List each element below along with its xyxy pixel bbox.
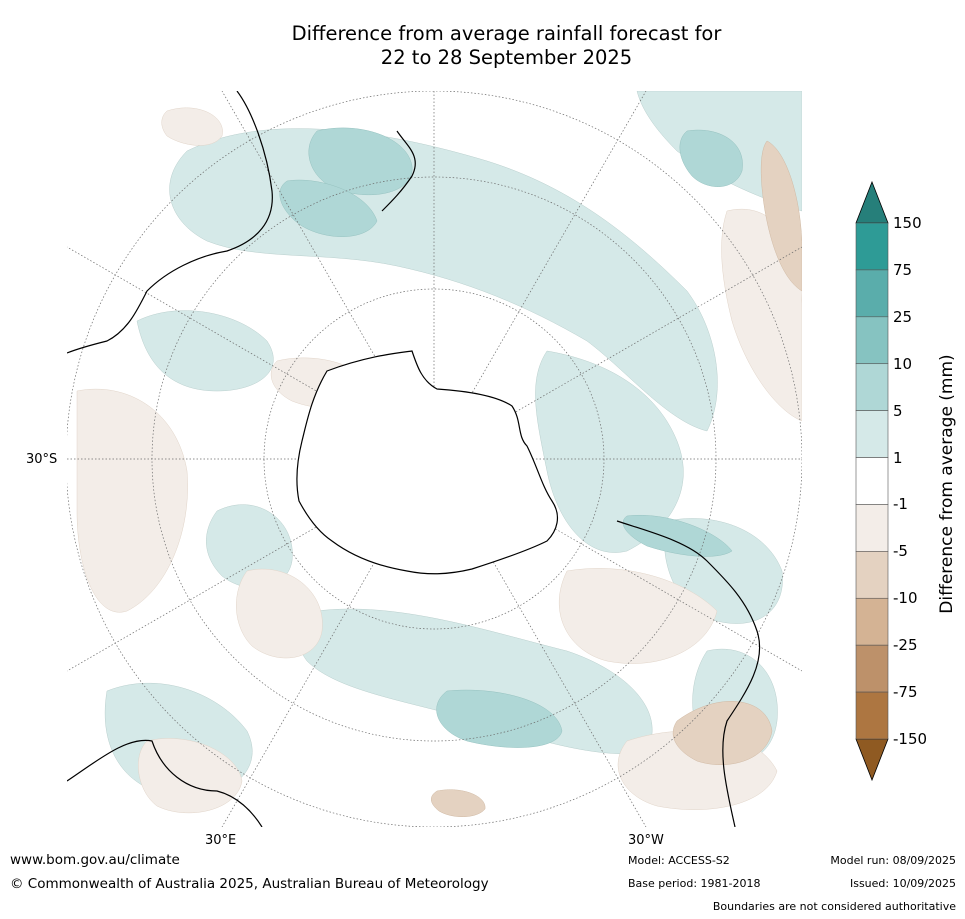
colorbar-bin [855, 457, 889, 505]
colorbar-tick-label: 75 [893, 260, 913, 279]
latitude-label: 30°S [26, 452, 58, 467]
colorbar-bin [855, 597, 889, 646]
copyright-text: © Commonwealth of Australia 2025, Austra… [10, 876, 489, 892]
colorbar-bin [855, 269, 889, 318]
colorbar-tick-label: -1 [893, 495, 908, 514]
map-title: Difference from average rainfall forecas… [0, 22, 965, 70]
colorbar-under-triangle [855, 738, 889, 782]
dry-anomaly-areas [76, 107, 802, 814]
south-america-coastline [616, 520, 761, 827]
colorbar-bin [855, 410, 889, 458]
colorbar-tick-label: 10 [893, 354, 913, 373]
colorbar-tick-label: -5 [893, 542, 908, 561]
colorbar-tick-label: -10 [893, 589, 918, 608]
colorbar-tick-label: -25 [893, 636, 918, 655]
colorbar-bin [855, 222, 889, 271]
website-link[interactable]: www.bom.gov.au/climate [10, 852, 180, 868]
model-run-text: Model run: 08/09/2025 [830, 854, 956, 867]
disclaimer-text: Boundaries are not considered authoritat… [712, 900, 956, 913]
issued-text: Issued: 10/09/2025 [849, 877, 956, 890]
colorbar-tick-label: 25 [893, 307, 913, 326]
colorbar-tick-label: -75 [893, 683, 918, 702]
colorbar-tick-label: 150 [893, 214, 922, 232]
title-line-2: 22 to 28 September 2025 [380, 46, 633, 69]
colorbar-tick-label: 5 [893, 401, 903, 420]
dry-moderate-areas [431, 140, 802, 817]
colorbar-label: Difference from average (mm) [937, 354, 957, 614]
polar-map [67, 91, 802, 827]
colorbar-bin [855, 644, 889, 693]
colorbar-over-triangle [855, 180, 889, 224]
new-zealand-coastline [381, 130, 416, 212]
colorbar-tick-label: -150 [893, 730, 928, 748]
longitude-label-right: 30°W [628, 833, 664, 848]
colorbar-bin [855, 504, 889, 552]
australia-coastline [67, 91, 273, 354]
antarctica-coastline [296, 350, 559, 575]
base-period-text: Base period: 1981-2018 [628, 877, 761, 890]
colorbar-bin [855, 363, 889, 411]
longitude-label-left: 30°E [205, 833, 237, 848]
model-text: Model: ACCESS-S2 [628, 854, 730, 867]
colorbar-bin [855, 551, 889, 599]
colorbar-bin [855, 691, 889, 740]
title-line-1: Difference from average rainfall forecas… [291, 22, 722, 45]
africa-coastline [67, 739, 263, 827]
wet-strong-areas [279, 127, 743, 748]
colorbar-bin [855, 316, 889, 365]
colorbar-tick-label: 1 [893, 448, 903, 467]
colorbar [855, 180, 889, 786]
